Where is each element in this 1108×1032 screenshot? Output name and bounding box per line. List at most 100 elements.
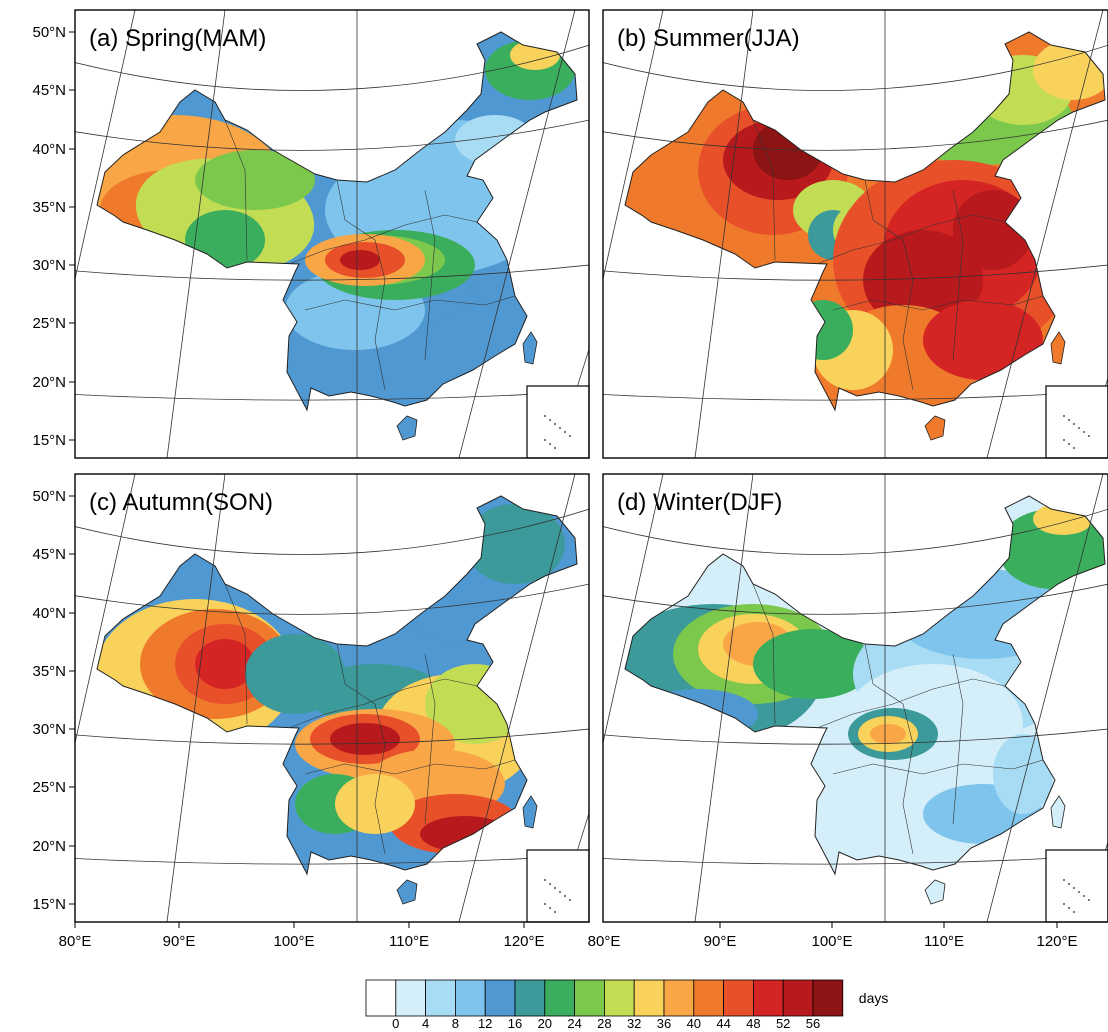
colorbar-swatch (604, 979, 635, 1017)
colorbar-tick-label: 52 (776, 1016, 790, 1031)
colorbar-swatch (514, 979, 546, 1017)
lat-tick-label: 45°N (32, 82, 66, 99)
province-boundary (752, 583, 776, 725)
map-panel: (c) Autumn(SON) (74, 473, 590, 923)
map-panel: (a) Spring(MAM) (74, 9, 590, 459)
lat-tick-label: 15°N (32, 432, 66, 449)
lon-tick-label: 90°E (163, 933, 196, 950)
colorbar-swatch (663, 979, 695, 1017)
graticule (75, 474, 589, 922)
province-boundary (374, 703, 386, 855)
colorbar-swatch (484, 979, 516, 1017)
colorbar-swatch (544, 979, 575, 1017)
province-boundary (288, 214, 478, 265)
province-boundary (952, 189, 964, 361)
panel-title: (c) Autumn(SON) (89, 489, 273, 516)
panel-frame (74, 473, 590, 923)
country-outline (96, 495, 578, 905)
south-china-sea-inset (1045, 849, 1108, 923)
province-boundary (304, 295, 516, 311)
colorbar-unit-label: days (859, 990, 889, 1006)
lon-tick-label: 110°E (389, 933, 429, 950)
lat-tick-label: 30°N (32, 257, 66, 274)
south-china-sea-inset (526, 849, 590, 923)
lat-tick-label: 20°N (32, 374, 66, 391)
field-contour (340, 250, 380, 270)
field-contour (753, 629, 873, 699)
colorbar-tick-label: 56 (806, 1016, 820, 1031)
lat-tick-label: 35°N (32, 663, 66, 680)
province-boundary (288, 678, 478, 729)
panel-title: (a) Spring(MAM) (89, 25, 266, 52)
graticule (603, 10, 1108, 458)
colorbar-tick-label: 32 (627, 1016, 641, 1031)
colorbar-swatch (365, 979, 397, 1017)
province-boundary (816, 678, 1006, 729)
colorbar-tick-label: 40 (687, 1016, 701, 1031)
province-boundary (902, 239, 914, 391)
lat-tick-label: 15°N (32, 896, 66, 913)
lat-tick-label: 50°N (32, 488, 66, 505)
province-boundary (864, 643, 904, 705)
lon-tick-label: 80°E (588, 933, 621, 950)
lon-tick-label: 120°E (503, 933, 544, 950)
panel-title: (d) Winter(DJF) (617, 489, 782, 516)
colorbar-tick-label: 48 (746, 1016, 760, 1031)
colorbar-tick-label: 8 (452, 1016, 459, 1031)
province-boundary (304, 759, 516, 775)
colorbar-swatch (454, 979, 486, 1017)
province-boundary (832, 295, 1044, 311)
province-boundary (224, 119, 248, 261)
colorbar-swatch (723, 979, 754, 1017)
colorbar-swatch (395, 979, 426, 1017)
panel-frame (74, 9, 590, 459)
lat-tick-label: 30°N (32, 721, 66, 738)
field-contour (993, 734, 1053, 814)
colorbar-swatch (753, 979, 784, 1017)
lat-tick-label: 45°N (32, 546, 66, 563)
province-boundary (336, 643, 376, 705)
south-china-sea-inset (1045, 385, 1108, 459)
colorbar-swatch (574, 979, 605, 1017)
lat-tick-label: 40°N (32, 605, 66, 622)
lon-tick-label: 80°E (59, 933, 92, 950)
province-boundary (424, 653, 436, 825)
lat-tick-label: 25°N (32, 315, 66, 332)
field-contour (330, 723, 400, 755)
province-boundary (336, 179, 376, 241)
province-boundary (374, 239, 386, 391)
lat-tick-label: 40°N (32, 141, 66, 158)
province-boundary (224, 583, 248, 725)
colorbar-tick-label: 12 (478, 1016, 492, 1031)
south-china-sea-inset (526, 385, 590, 459)
province-boundary (424, 189, 436, 361)
colorbar-tick-label: 0 (392, 1016, 399, 1031)
map-panel: (d) Winter(DJF) (602, 473, 1108, 923)
lon-tick-label: 110°E (924, 933, 964, 950)
colorbar-tick-label: 28 (597, 1016, 611, 1031)
province-boundary (952, 653, 964, 825)
lat-tick-label: 20°N (32, 838, 66, 855)
colorbar-swatch (425, 979, 456, 1017)
country-outline (624, 31, 1106, 441)
lat-tick-label: 35°N (32, 199, 66, 216)
field-contour (863, 230, 983, 330)
country-outline (624, 495, 1106, 905)
lat-tick-label: 25°N (32, 779, 66, 796)
province-boundary (864, 179, 904, 241)
field-contour (465, 504, 565, 584)
panel-frame (602, 9, 1108, 459)
lon-tick-label: 120°E (1036, 933, 1077, 950)
lon-tick-label: 90°E (704, 933, 737, 950)
colorbar-swatch (693, 979, 724, 1017)
colorbar-swatch (812, 979, 844, 1017)
map-panel: (b) Summer(JJA) (602, 9, 1108, 459)
colorbar-tick-label: 24 (567, 1016, 581, 1031)
field-contour (870, 724, 906, 744)
colorbar-tick-label: 4 (422, 1016, 429, 1031)
lon-tick-label: 100°E (811, 933, 852, 950)
colorbar-tick-label: 20 (538, 1016, 552, 1031)
panel-frame (602, 473, 1108, 923)
